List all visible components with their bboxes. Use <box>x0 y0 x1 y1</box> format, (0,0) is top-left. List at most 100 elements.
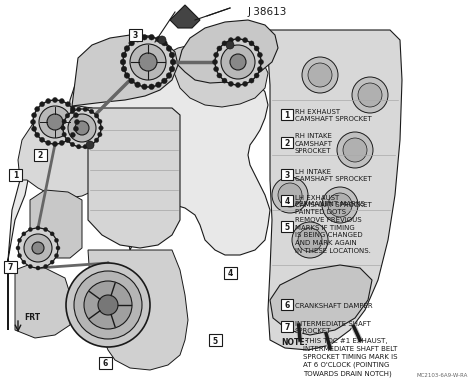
Circle shape <box>254 73 259 78</box>
Circle shape <box>123 37 173 87</box>
FancyBboxPatch shape <box>281 221 293 232</box>
Circle shape <box>47 114 63 130</box>
Text: THIS TDC #1 EXHAUST,
INTERMEDIATE SHAFT BELT
SPROCKET TIMING MARK IS
AT 6 O'CLOC: THIS TDC #1 EXHAUST, INTERMEDIATE SHAFT … <box>303 338 398 377</box>
Circle shape <box>170 59 176 65</box>
Text: NOTE:: NOTE: <box>281 338 308 347</box>
Circle shape <box>70 109 75 114</box>
Polygon shape <box>18 106 112 198</box>
Circle shape <box>149 84 155 89</box>
Circle shape <box>222 41 227 46</box>
Circle shape <box>55 254 58 258</box>
Text: 6: 6 <box>284 301 290 310</box>
Circle shape <box>98 132 102 137</box>
Circle shape <box>162 40 167 46</box>
Circle shape <box>33 100 77 144</box>
Circle shape <box>35 107 40 112</box>
Circle shape <box>50 260 54 264</box>
Circle shape <box>70 132 75 137</box>
Circle shape <box>65 137 71 142</box>
Text: LH INTAKE
CAMSHAFT SPROCKET: LH INTAKE CAMSHAFT SPROCKET <box>295 169 372 182</box>
Circle shape <box>74 271 142 339</box>
Text: 7: 7 <box>8 263 13 273</box>
Circle shape <box>63 109 101 147</box>
FancyBboxPatch shape <box>209 334 222 346</box>
Circle shape <box>86 141 94 149</box>
Circle shape <box>254 46 259 51</box>
FancyBboxPatch shape <box>281 299 293 310</box>
FancyBboxPatch shape <box>9 169 22 181</box>
Polygon shape <box>88 250 188 370</box>
Circle shape <box>135 82 140 88</box>
Circle shape <box>30 119 36 124</box>
Circle shape <box>214 66 219 71</box>
Circle shape <box>121 52 127 58</box>
Circle shape <box>120 59 126 65</box>
Circle shape <box>22 260 26 264</box>
Circle shape <box>70 107 75 112</box>
Circle shape <box>32 242 44 254</box>
Circle shape <box>84 281 132 329</box>
Circle shape <box>94 114 99 118</box>
Circle shape <box>292 222 328 258</box>
Circle shape <box>214 52 219 57</box>
Circle shape <box>55 238 58 242</box>
Circle shape <box>135 36 140 42</box>
Circle shape <box>66 263 150 347</box>
Circle shape <box>74 119 80 124</box>
Circle shape <box>94 138 99 142</box>
Circle shape <box>16 246 20 250</box>
Text: 4: 4 <box>284 197 290 206</box>
Circle shape <box>258 60 264 65</box>
FancyBboxPatch shape <box>129 29 142 41</box>
Circle shape <box>44 265 48 268</box>
Circle shape <box>39 106 71 138</box>
Circle shape <box>65 114 70 118</box>
Text: FRT: FRT <box>24 313 40 322</box>
Circle shape <box>166 46 172 51</box>
Circle shape <box>70 142 75 147</box>
Circle shape <box>215 39 261 85</box>
Circle shape <box>22 232 26 236</box>
Circle shape <box>75 121 89 135</box>
Circle shape <box>308 63 332 87</box>
Circle shape <box>221 45 255 79</box>
Text: 5: 5 <box>284 223 290 232</box>
Circle shape <box>358 83 382 107</box>
Text: PERMANENT MARKS
PAINTED DOTS
REMOVE PREVIOUS
MARKS IF TIMING
IS BEING CHANGED
AN: PERMANENT MARKS PAINTED DOTS REMOVE PREV… <box>295 201 371 254</box>
Circle shape <box>155 36 161 42</box>
Circle shape <box>243 38 247 43</box>
Circle shape <box>18 228 58 268</box>
Circle shape <box>53 141 57 147</box>
Circle shape <box>302 57 338 93</box>
Circle shape <box>212 60 218 65</box>
Circle shape <box>217 73 222 78</box>
Text: 6: 6 <box>103 359 108 369</box>
Circle shape <box>59 141 64 146</box>
Circle shape <box>129 78 135 84</box>
Text: RH EXHAUST
CAMSHAFT SPROCKET: RH EXHAUST CAMSHAFT SPROCKET <box>295 109 372 122</box>
Circle shape <box>99 126 103 130</box>
Polygon shape <box>270 265 372 335</box>
Circle shape <box>158 36 166 44</box>
Polygon shape <box>30 190 82 258</box>
Circle shape <box>352 77 388 113</box>
Text: 2: 2 <box>38 152 43 161</box>
Polygon shape <box>170 5 200 28</box>
Circle shape <box>162 78 167 84</box>
Polygon shape <box>178 20 278 83</box>
Text: 2: 2 <box>284 139 290 148</box>
Circle shape <box>142 35 147 40</box>
Polygon shape <box>8 47 270 330</box>
FancyBboxPatch shape <box>4 261 17 273</box>
Circle shape <box>139 53 157 71</box>
Circle shape <box>39 137 45 142</box>
Polygon shape <box>165 42 268 107</box>
Text: LH EXHAUST
CAMSHAFT SPROCKET: LH EXHAUST CAMSHAFT SPROCKET <box>295 195 372 209</box>
Circle shape <box>62 119 66 124</box>
Text: 5: 5 <box>213 336 218 346</box>
Text: RH INTAKE
CAMSHAFT
SPROCKET: RH INTAKE CAMSHAFT SPROCKET <box>295 133 333 154</box>
Circle shape <box>18 238 21 242</box>
FancyBboxPatch shape <box>281 169 293 180</box>
Text: CRANKSHAFT DAMPER: CRANKSHAFT DAMPER <box>295 303 373 308</box>
FancyBboxPatch shape <box>224 267 237 279</box>
